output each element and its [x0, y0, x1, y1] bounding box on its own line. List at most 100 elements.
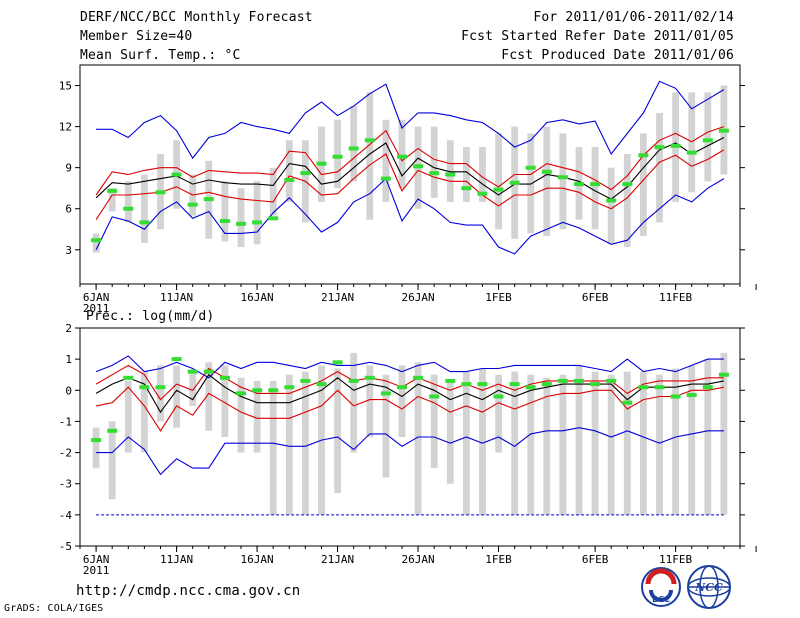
prec-median-mark [686, 393, 697, 397]
ncc-logo: NCC [687, 565, 731, 609]
prec-box [430, 374, 438, 469]
prec-median-mark [638, 385, 649, 390]
temp-median-mark [574, 182, 584, 187]
temp-box [108, 188, 116, 212]
temp-box [688, 92, 696, 193]
prec-box [543, 377, 551, 515]
prec-xtick-label: 11FEB [659, 553, 692, 566]
temp-median-mark [252, 220, 263, 225]
temp-median-mark [397, 154, 407, 159]
prec-median-mark [364, 375, 375, 380]
temp-median-mark [123, 206, 134, 211]
temp-median-mark [606, 198, 617, 203]
prec-box [141, 371, 148, 453]
temp-median-mark [316, 161, 327, 166]
prec-xtick-label: 26JAN [401, 553, 434, 566]
temp-max-line [96, 80, 725, 160]
forecast-period: For 2011/01/06-2011/02/14 [533, 10, 734, 25]
prec-median-mark [654, 385, 665, 390]
prec-box [607, 374, 615, 515]
temp-box [430, 126, 438, 198]
prec-median-mark [445, 378, 456, 383]
temp-median-mark [413, 164, 424, 169]
prec-box [350, 352, 358, 453]
prec-ytick-label: 2 [65, 322, 72, 335]
prec-box [237, 377, 245, 453]
prec-box [124, 380, 132, 453]
temp-box [124, 181, 132, 223]
prec-median-mark [300, 378, 311, 383]
temp-xtick-label: 6FEB [582, 291, 609, 304]
prec-ytick-label: -2 [59, 447, 72, 460]
temp-median-mark [670, 143, 681, 148]
temp-ytick-label: 9 [65, 162, 72, 175]
prec-median-mark [509, 382, 520, 387]
forecast-start-date: Fcst Started Refer Date 2011/01/05 [461, 29, 734, 44]
bcc-logo-text: BCC [652, 595, 670, 604]
temp-xtick-label: 11JAN [160, 291, 193, 304]
temp-xtick-label: 26JAN [401, 291, 434, 304]
prec-ytick-label: -3 [59, 478, 72, 491]
chart-title: DERF/NCC/BCC Monthly Forecast [80, 10, 313, 25]
prec-box [157, 365, 164, 422]
variable-label: Mean Surf. Temp.: °C [80, 48, 241, 63]
temp-median-mark [509, 180, 520, 185]
prec-max-line [95, 355, 724, 379]
temp-xtick-label: 11FEB [659, 291, 692, 304]
prec-median-mark [348, 378, 359, 383]
prec-box [623, 371, 631, 515]
temp-xtick-label: 1FEB [485, 291, 512, 304]
temp-median-mark [219, 219, 230, 223]
prec-box [398, 365, 406, 437]
temp-plot-frame [79, 64, 741, 285]
temp-box [656, 112, 663, 223]
source-url[interactable]: http://cmdp.ncc.cma.gov.cn [76, 583, 301, 599]
temp-median-mark [91, 238, 102, 243]
precip-label: Prec.: log(mm/d) [86, 309, 215, 324]
prec-xtick-label: 16JAN [241, 553, 274, 566]
prec-box [527, 374, 535, 515]
prec-median-mark [702, 385, 713, 390]
temp-year-label: 2011 [83, 302, 110, 315]
prec-box [704, 359, 712, 515]
temp-box [559, 133, 567, 230]
prec-box [688, 365, 696, 515]
temp-median-mark [332, 154, 343, 159]
temp-min-line [95, 177, 725, 255]
temp-median-mark [348, 146, 359, 151]
prec-median-mark [429, 394, 440, 399]
prec-median-mark [332, 360, 343, 365]
prec-median-mark [139, 385, 150, 390]
prec-box [640, 371, 647, 515]
temp-box [221, 181, 229, 242]
prec-median-mark [284, 385, 295, 390]
temp-box [623, 154, 631, 248]
prec-plot-frame [79, 327, 741, 547]
temp-box [591, 147, 599, 230]
temp-median-mark [477, 191, 488, 196]
temp-ytick-label: 15 [59, 80, 72, 93]
prec-median-mark [525, 385, 536, 390]
prec-median-mark [718, 372, 729, 377]
member-size: Member Size=40 [80, 29, 193, 44]
temp-median-mark [445, 172, 456, 177]
prec-xtick-label: 1FEB [485, 553, 512, 566]
prec-box [559, 374, 567, 515]
temp-box [237, 188, 245, 248]
temp-median-mark [187, 202, 198, 207]
temp-box [446, 140, 454, 202]
temp-std-high-line [95, 126, 725, 196]
temp-box [334, 119, 341, 189]
prec-median-mark [236, 391, 246, 396]
prec-median-mark [622, 400, 633, 405]
prec-box [591, 371, 599, 515]
grads-credit: GrADS: COLA/IGES [4, 603, 104, 614]
prec-box [479, 368, 486, 515]
temp-std-low-line [95, 149, 725, 221]
temp-median-mark [638, 153, 649, 158]
temp-box [398, 119, 406, 189]
temp-median-mark [203, 197, 214, 202]
temp-box [366, 92, 374, 220]
temp-ytick-label: 12 [59, 121, 72, 134]
